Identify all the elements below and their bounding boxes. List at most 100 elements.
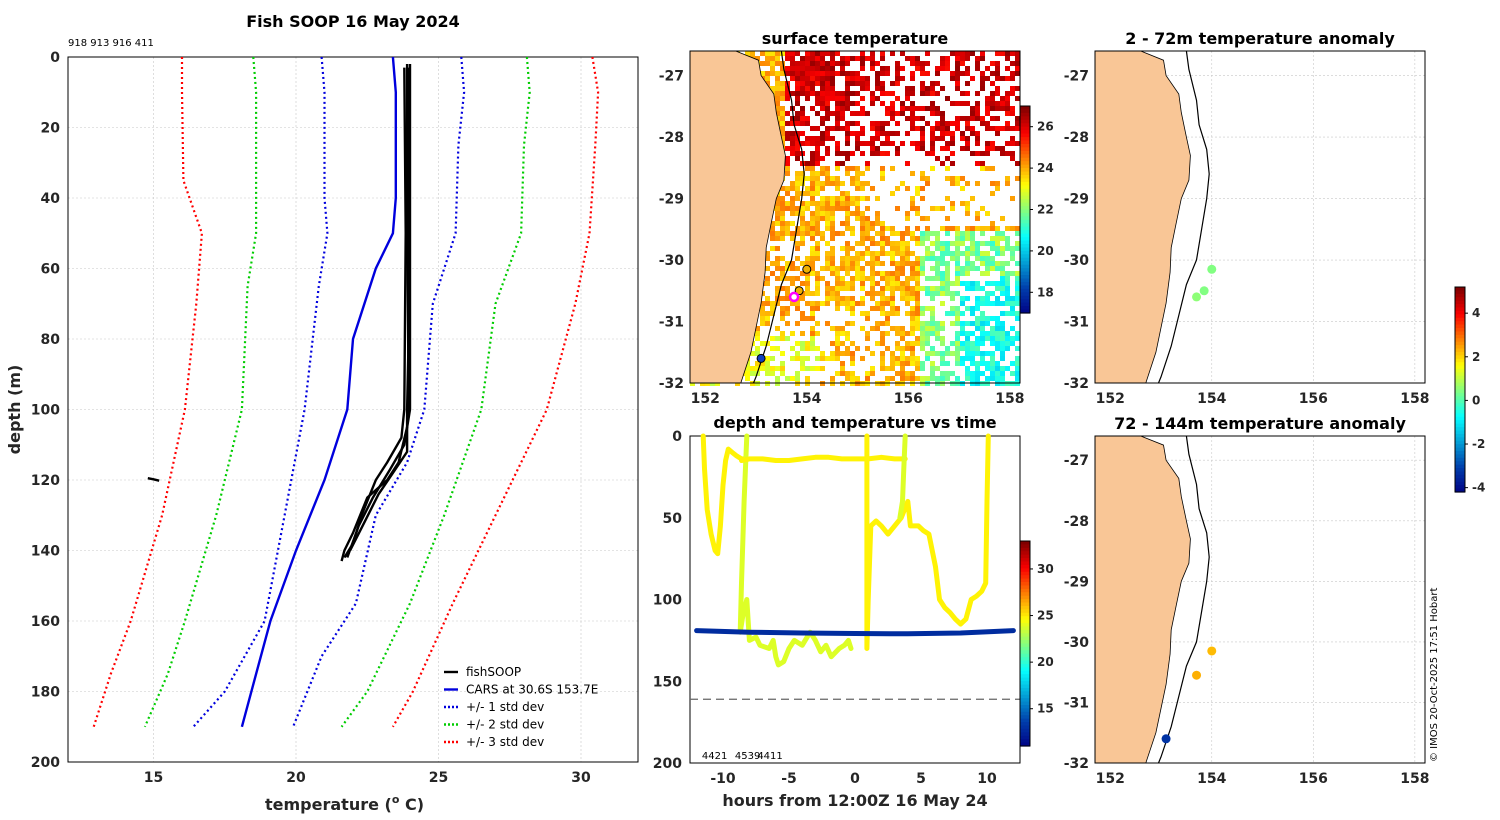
sst-pixel [795,226,800,231]
sst-pixel [920,216,925,221]
sst-pixel [950,176,955,181]
sst-pixel [920,321,925,326]
sst-pixel [755,326,760,331]
sst-pixel [815,226,820,231]
sst-pixel [835,51,840,56]
sst-pixel [1015,316,1020,321]
sst-pixel [790,141,795,146]
sst-pixel [855,206,860,211]
sst-pixel [845,296,850,301]
sst-pixel [995,366,1000,371]
sst-pixel [840,266,845,271]
sst-pixel [810,266,815,271]
sst-pixel [995,131,1000,136]
sst-pixel [905,301,910,306]
sst-pixel [775,276,780,281]
sst-pixel [765,71,770,76]
sst-pixel [885,131,890,136]
sst-pixel [870,261,875,266]
anomaly-colorbar-swatch [1455,389,1465,394]
sst-pixel [965,121,970,126]
sst-pixel [955,341,960,346]
sst-pixel [990,91,995,96]
sst-pixel [780,211,785,216]
sst-pixel [940,276,945,281]
timeseries-colorbar-swatch [1020,571,1030,576]
sst-pixel [845,216,850,221]
sst-pixel [880,296,885,301]
sst-pixel [785,291,790,296]
sst-colorbar-swatch [1020,119,1030,124]
sst-pixel [905,131,910,136]
sst-pixel [915,211,920,216]
sst-pixel [780,186,785,191]
sst-pixel [885,66,890,71]
sst-pixel [895,356,900,361]
sst-pixel [810,341,815,346]
sst-pixel [845,351,850,356]
sst-pixel [880,366,885,371]
sst-pixel [1010,91,1015,96]
sst-pixel [995,51,1000,56]
sst-pixel [890,286,895,291]
sst-pixel [930,266,935,271]
sst-pixel [995,301,1000,306]
sst-pixel [935,206,940,211]
sst-pixel [840,181,845,186]
sst-pixel [965,321,970,326]
timeseries-colorbar-swatch [1020,629,1030,634]
sst-pixel [825,261,830,266]
sst-pixel [975,361,980,366]
sst-pixel [775,376,780,381]
anomaly-upper-x-tick-label: 156 [1299,391,1328,407]
sst-pixel [955,56,960,61]
sst-pixel [945,166,950,171]
timeseries-track-bottom [694,628,1016,637]
sst-pixel [800,226,805,231]
sst-pixel [920,186,925,191]
sst-pixel [800,221,805,226]
sst-pixel [865,291,870,296]
sst-pixel [795,191,800,196]
sst-pixel [860,301,865,306]
sst-pixel [1005,226,1010,231]
sst-pixel [865,111,870,116]
sst-pixel [965,236,970,241]
sst-pixel [925,181,930,186]
sst-pixel [860,326,865,331]
sst-pixel [1005,246,1010,251]
sst-pixel [845,171,850,176]
sst-pixel [915,141,920,146]
sst-pixel [790,131,795,136]
timeseries-colorbar-swatch [1020,660,1030,665]
sst-pixel [835,266,840,271]
sst-pixel [790,196,795,201]
sst-pixel [1000,261,1005,266]
sst-pixel [815,141,820,146]
sst-pixel [905,211,910,216]
sst-pixel [785,201,790,206]
sst-pixel [860,81,865,86]
anomaly-lower-isobath [1157,435,1210,764]
sst-pixel [765,76,770,81]
sst-pixel [940,161,945,166]
sst-pixel [835,371,840,376]
sst-pixel [905,216,910,221]
sst-pixel [905,106,910,111]
sst-pixel [1010,196,1015,201]
timeseries-colorbar-swatch [1020,718,1030,723]
sst-pixel [770,246,775,251]
sst-pixel [935,326,940,331]
sst-pixel [870,281,875,286]
sst-pixel [870,266,875,271]
sst-pixel [960,56,965,61]
sst-pixel [965,146,970,151]
sst-pixel [1005,106,1010,111]
sst-pixel [840,101,845,106]
sst-pixel [970,251,975,256]
sst-pixel [820,186,825,191]
sst-pixel [805,51,810,56]
sst-pixel [770,51,775,56]
anomaly-colorbar-swatch [1455,437,1465,442]
sst-pixel [875,136,880,141]
